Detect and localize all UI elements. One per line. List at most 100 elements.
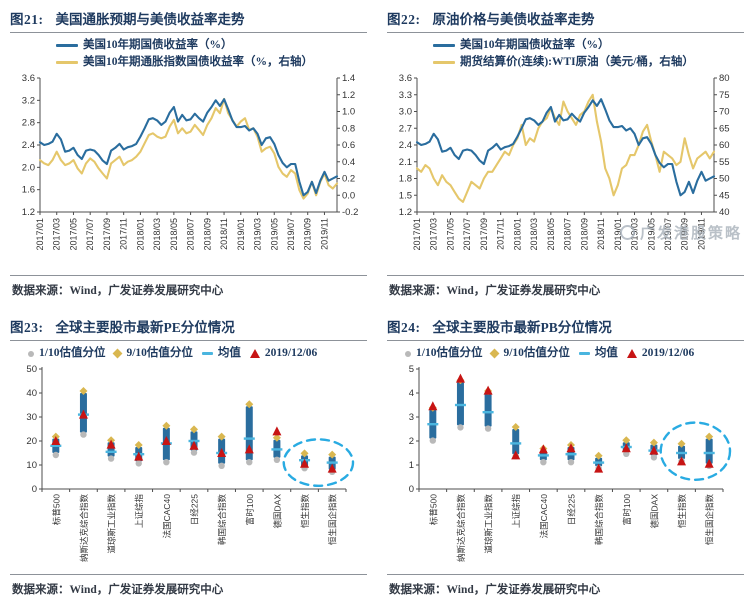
legend-item: 2019/12/06: [249, 346, 317, 361]
line-marker-icon: [56, 44, 78, 47]
svg-text:45: 45: [719, 190, 730, 201]
chart-title-fig24: 图24: 全球主要股市最新PB分位情况: [387, 316, 744, 336]
svg-text:2019/05: 2019/05: [646, 218, 656, 251]
data-source-text: 数据来源：Wind，广发证券发展研究中心: [12, 285, 224, 297]
chart-panel-fig22: 图22: 原油价格与美债收益率走势 美国10年期国债收益率（%） 期货结算价(连续…: [377, 0, 754, 308]
svg-text:40: 40: [719, 207, 730, 218]
svg-text:2018/01: 2018/01: [512, 218, 522, 251]
line-marker-icon: [433, 44, 455, 47]
chart-title-fig23: 图23: 全球主要股市最新PE分位情况: [10, 316, 367, 336]
svg-text:2018/11: 2018/11: [219, 218, 229, 250]
svg-text:2018/09: 2018/09: [202, 218, 212, 251]
svg-text:2018/07: 2018/07: [186, 218, 196, 251]
legend-item: 2019/12/06: [626, 346, 695, 361]
chart-panel-fig21: 图21: 美国通胀预期与美债收益率走势 美国10年期国债收益率（%） 美国10年期…: [0, 0, 377, 308]
svg-text:2017/11: 2017/11: [496, 218, 506, 250]
chart-panel-fig23: 图23: 全球主要股市最新PE分位情况 1/10估值分位 9/10估值分位 均值 20…: [0, 308, 377, 609]
svg-text:2017/03: 2017/03: [52, 218, 62, 251]
svg-text:2: 2: [409, 436, 414, 447]
legend-item: 美国10年期通胀指数国债收益率（%，右轴）: [56, 55, 367, 70]
svg-text:2018/03: 2018/03: [529, 218, 539, 251]
legend-label: 美国10年期国债收益率（%）: [460, 39, 610, 51]
legend-item: 美国10年期国债收益率（%）: [56, 38, 367, 53]
svg-text:韩国综合指数: 韩国综合指数: [217, 494, 227, 546]
svg-text:富时100: 富时100: [622, 494, 632, 525]
svg-text:3: 3: [409, 412, 414, 423]
svg-text:1.0: 1.0: [342, 107, 355, 118]
svg-text:上证综指: 上证综指: [511, 494, 521, 529]
source-divider: [10, 574, 367, 575]
svg-text:2017/01: 2017/01: [412, 218, 422, 251]
svg-text:75: 75: [719, 90, 730, 101]
svg-text:2017/09: 2017/09: [479, 218, 489, 251]
chart-legend: 美国10年期国债收益率（%） 期货结算价(连续):WTI原油（美元/桶，右轴）: [433, 38, 744, 70]
svg-text:2019/03: 2019/03: [253, 218, 263, 251]
svg-text:恒生指数: 恒生指数: [677, 494, 687, 529]
svg-text:德国DAX: 德国DAX: [649, 494, 659, 529]
svg-text:2017/03: 2017/03: [429, 218, 439, 251]
figure-number: 图21:: [10, 12, 44, 27]
legend-item: 1/10估值分位: [405, 346, 482, 361]
title-divider: [10, 340, 367, 341]
line-chart-canvas-fig22: 1.2 1.5 1.8 2.1 2.4 2.7 3.0 3.3 3.6 40 45 50 55 60 65 7…: [399, 73, 730, 251]
svg-text:0.6: 0.6: [342, 140, 355, 151]
svg-text:2017/05: 2017/05: [445, 218, 455, 251]
line-chart-canvas-fig21: 1.2 1.6 2.0 2.4 2.8 3.2 3.6 -0.2 0.0 0.2 0.4 0.6 0.8…: [22, 73, 359, 251]
svg-text:富时100: 富时100: [245, 494, 255, 525]
svg-text:0.0: 0.0: [342, 190, 355, 201]
svg-text:2.4: 2.4: [399, 140, 412, 151]
legend-item: 9/10估值分位: [113, 346, 193, 361]
svg-text:2019/09: 2019/09: [303, 218, 313, 251]
svg-text:2018/05: 2018/05: [546, 218, 556, 251]
chart-title-fig22: 图22: 原油价格与美债收益率走势: [387, 8, 744, 28]
svg-text:2.4: 2.4: [22, 140, 35, 151]
svg-text:-0.2: -0.2: [342, 207, 358, 218]
legend-label: 1/10估值分位: [416, 347, 483, 359]
svg-text:2017/07: 2017/07: [462, 218, 472, 251]
legend-label: 均值: [217, 347, 241, 359]
svg-text:2018/01: 2018/01: [135, 218, 145, 251]
figure-number: 图24:: [387, 320, 421, 335]
chart-legend: 美国10年期国债收益率（%） 美国10年期通胀指数国债收益率（%，右轴）: [56, 38, 367, 70]
legend-item: 均值: [578, 346, 618, 361]
legend-label: 美国10年期通胀指数国债收益率（%，右轴）: [83, 56, 313, 68]
legend-label: 2019/12/06: [641, 347, 695, 359]
svg-text:55: 55: [719, 157, 730, 168]
svg-text:标普500: 标普500: [428, 494, 438, 525]
svg-text:1.2: 1.2: [399, 207, 412, 218]
legend-item: 美国10年期国债收益率（%）: [433, 38, 744, 53]
svg-text:2018/09: 2018/09: [579, 218, 589, 251]
svg-text:德国DAX: 德国DAX: [272, 494, 282, 529]
svg-text:1.4: 1.4: [342, 73, 355, 84]
svg-text:80: 80: [719, 73, 730, 84]
svg-text:2019/03: 2019/03: [630, 218, 640, 251]
legend-item: 9/10估值分位: [490, 346, 570, 361]
svg-text:2017/05: 2017/05: [68, 218, 78, 251]
svg-text:2019/07: 2019/07: [286, 218, 296, 251]
svg-text:2.7: 2.7: [399, 123, 412, 134]
svg-text:2017/07: 2017/07: [85, 218, 95, 251]
figure-title-text: 美国通胀预期与美债收益率走势: [55, 12, 245, 27]
chart-legend: 1/10估值分位 9/10估值分位 均值 2019/12/06: [405, 346, 744, 361]
svg-text:1.8: 1.8: [399, 174, 412, 185]
svg-text:1: 1: [409, 460, 414, 471]
dash-marker-icon: [201, 352, 213, 355]
triangle-marker-icon: [626, 349, 637, 358]
source-divider: [387, 574, 744, 575]
svg-text:2017/09: 2017/09: [102, 218, 112, 251]
svg-text:0: 0: [32, 484, 37, 495]
svg-text:2018/07: 2018/07: [563, 218, 573, 251]
legend-label: 1/10估值分位: [39, 347, 106, 359]
svg-text:2019/05: 2019/05: [269, 218, 279, 251]
svg-text:3.2: 3.2: [22, 95, 35, 106]
svg-text:2018/03: 2018/03: [152, 218, 162, 251]
svg-text:3.0: 3.0: [399, 107, 412, 118]
data-source-text: 数据来源：Wind，广发证券发展研究中心: [12, 584, 224, 596]
svg-text:纳斯达克综合指数: 纳斯达克综合指数: [79, 494, 89, 563]
svg-text:2019/01: 2019/01: [236, 218, 246, 251]
svg-text:纳斯达克综合指数: 纳斯达克综合指数: [456, 494, 466, 563]
svg-text:1.2: 1.2: [22, 207, 35, 218]
svg-text:0: 0: [409, 484, 414, 495]
data-source-text: 数据来源：Wind，广发证券发展研究中心: [389, 584, 601, 596]
